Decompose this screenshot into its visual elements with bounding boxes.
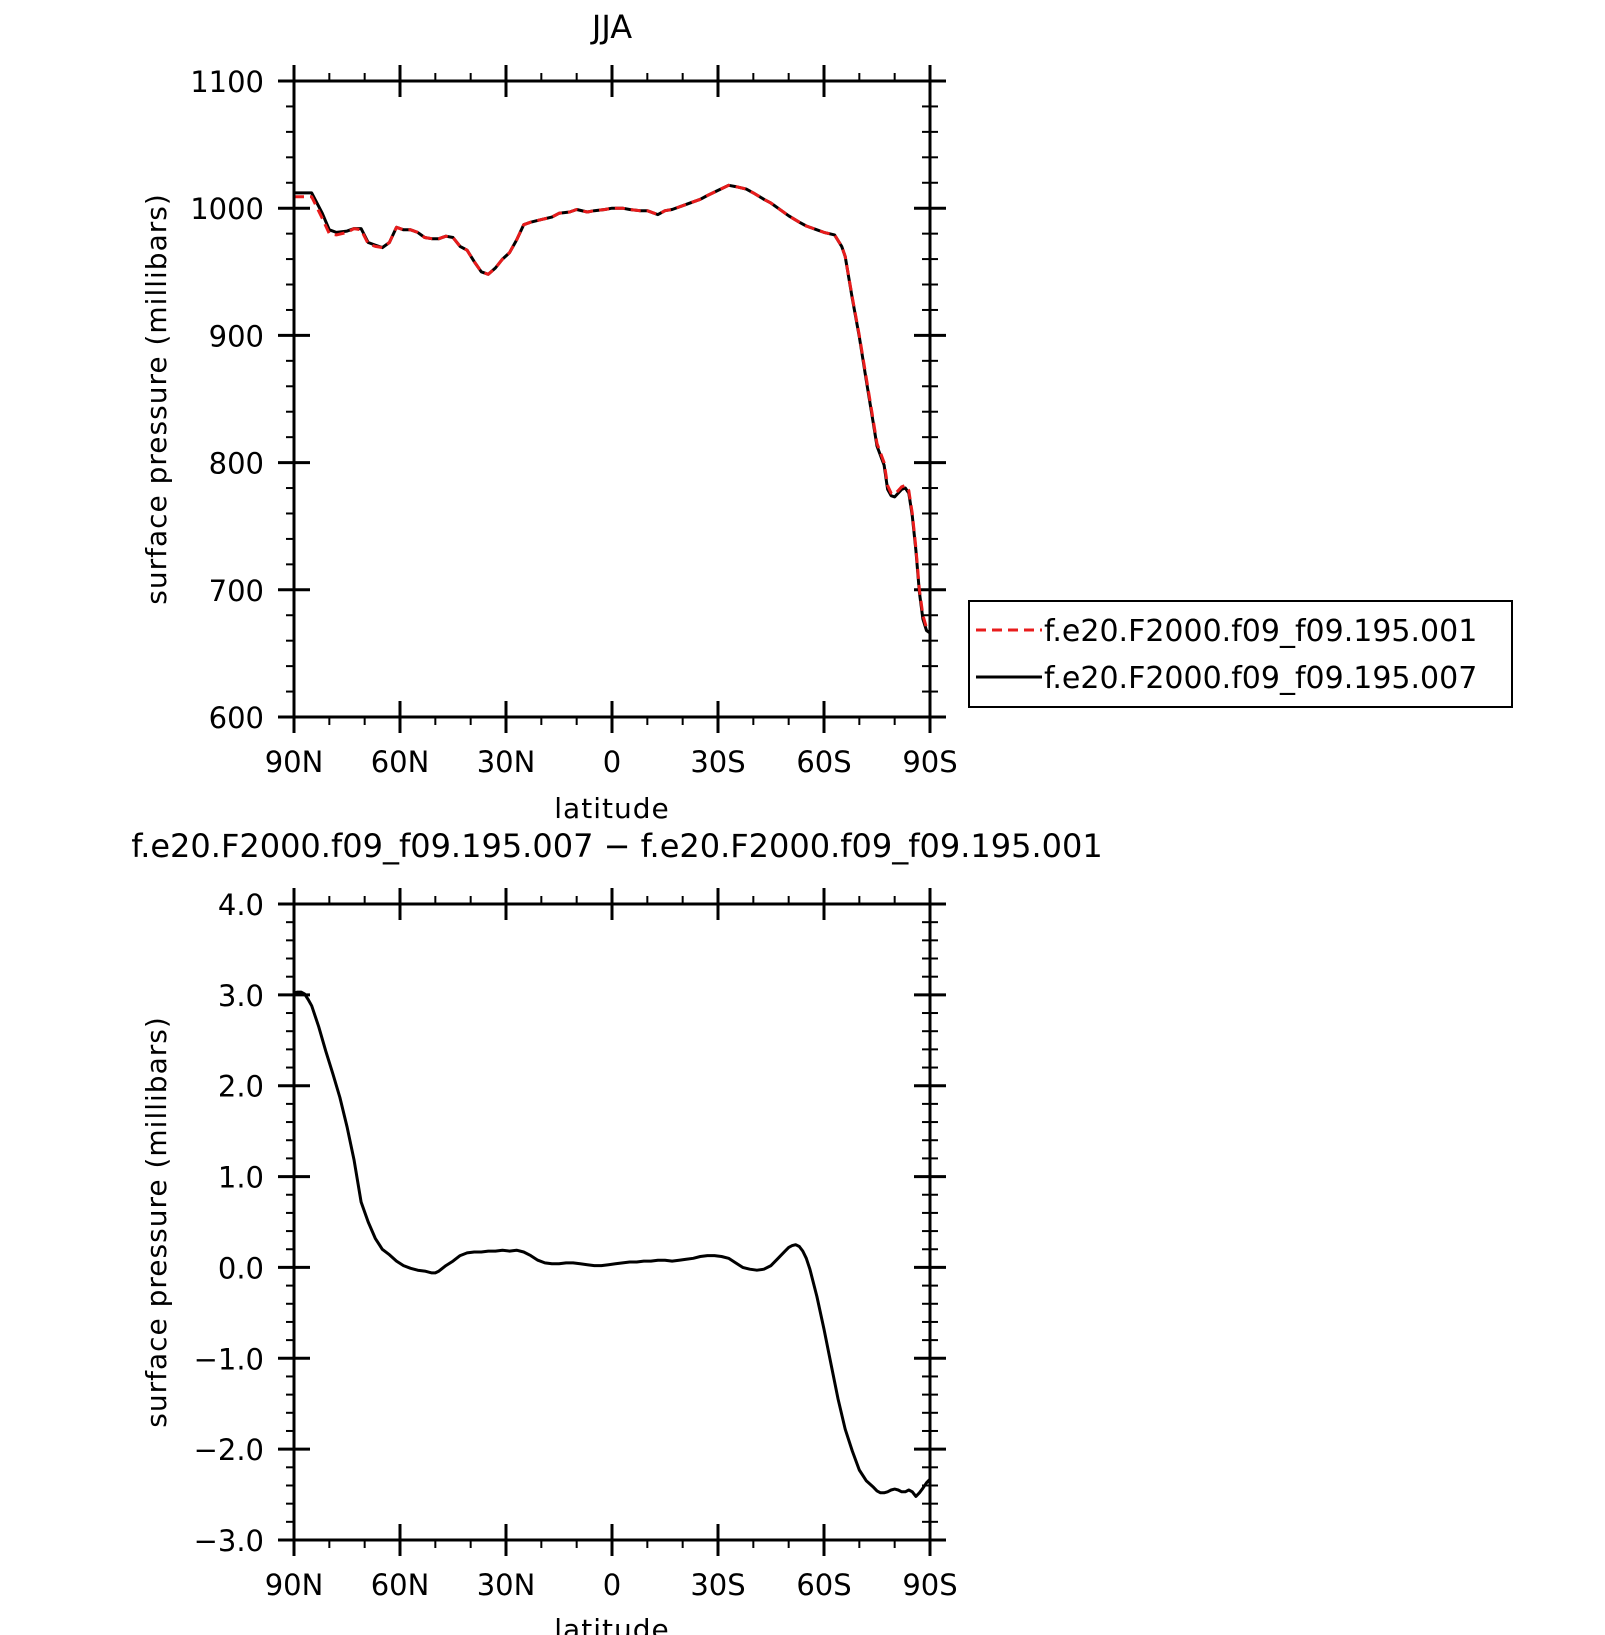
bottom-x-tick-label: 60S	[796, 1568, 851, 1602]
top-y-tick-label: 1000	[190, 192, 264, 226]
top-x-tick-label: 60S	[796, 745, 851, 779]
bottom-series-layer	[293, 990, 932, 1498]
bottom-x-tick-label: 30N	[477, 1568, 536, 1602]
panel-bottom-chart: f.e20.F2000.f09_f09.195.007 − f.e20.F200…	[131, 827, 1103, 1635]
top-plot-frame	[292, 79, 932, 719]
top-x-tick-label: 0	[603, 745, 621, 779]
bottom-x-tick-label: 90S	[902, 1568, 957, 1602]
top-y-tick-label: 900	[209, 319, 264, 353]
difference-line	[293, 990, 932, 1498]
top-y-tick-label: 700	[209, 574, 264, 608]
top-y-tick-labels: 600 700 800 900 1000 1100	[190, 65, 264, 735]
series-007-line	[294, 183, 931, 635]
top-x-tick-label: 90S	[902, 745, 957, 779]
top-x-tick-label: 30N	[477, 745, 536, 779]
top-series-layer	[294, 183, 931, 635]
legend-label-series-001: f.e20.F2000.f09_f09.195.001	[1044, 614, 1477, 649]
top-tick-marks	[278, 65, 946, 733]
bottom-x-tick-label: 0	[603, 1568, 621, 1602]
top-chart-title: JJA	[590, 8, 632, 46]
bottom-y-tick-label: −3.0	[194, 1524, 264, 1558]
bottom-y-tick-label: −1.0	[194, 1342, 264, 1376]
bottom-x-tick-label: 90N	[265, 1568, 324, 1602]
top-y-tick-label: 1100	[190, 65, 264, 99]
bottom-y-tick-label: 2.0	[218, 1070, 264, 1104]
bottom-y-tick-label: −2.0	[194, 1433, 264, 1467]
legend-box	[968, 600, 1513, 708]
bottom-plot-frame	[292, 902, 932, 1542]
top-x-tick-labels: 90N 60N 30N 0 30S 60S 90S	[265, 745, 958, 779]
bottom-y-axis-label: surface pressure (millibars)	[140, 1016, 173, 1428]
top-x-tick-label: 60N	[371, 745, 430, 779]
bottom-x-tick-label: 60N	[371, 1568, 430, 1602]
series-001-line	[294, 183, 931, 632]
bottom-x-tick-label: 30S	[690, 1568, 745, 1602]
top-y-axis-label: surface pressure (millibars)	[140, 193, 173, 605]
bottom-chart-title: f.e20.F2000.f09_f09.195.007 − f.e20.F200…	[131, 827, 1103, 865]
bottom-x-axis-label: latitude	[554, 1613, 669, 1635]
top-x-tick-label: 30S	[690, 745, 745, 779]
bottom-y-tick-label: 3.0	[218, 979, 264, 1013]
panel-top-chart: JJA 90N 60N 30N 0 30S 60S 90S 600 700 800 900 1000…	[140, 8, 958, 825]
top-y-tick-label: 600	[209, 701, 264, 735]
top-x-axis-label: latitude	[554, 792, 669, 825]
bottom-y-tick-label: 1.0	[218, 1161, 264, 1195]
top-y-tick-label: 800	[209, 447, 264, 481]
legend-label-series-007: f.e20.F2000.f09_f09.195.007	[1044, 661, 1477, 696]
bottom-y-tick-label: 4.0	[218, 888, 264, 922]
bottom-y-tick-label: 0.0	[218, 1251, 264, 1285]
bottom-y-tick-labels: −3.0 −2.0 −1.0 0.0 1.0 2.0 3.0 4.0	[194, 888, 264, 1558]
bottom-x-tick-labels: 90N 60N 30N 0 30S 60S 90S	[265, 1568, 958, 1602]
top-x-tick-label: 90N	[265, 745, 324, 779]
legend: f.e20.F2000.f09_f09.195.001 f.e20.F2000.…	[968, 600, 1513, 708]
bottom-tick-marks	[278, 888, 946, 1556]
